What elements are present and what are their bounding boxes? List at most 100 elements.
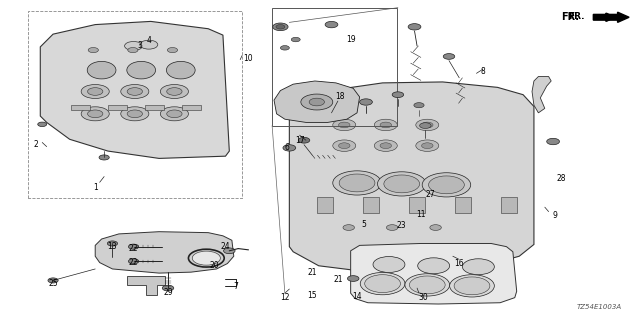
Ellipse shape [127, 61, 156, 79]
Circle shape [273, 23, 288, 31]
Text: 21: 21 [333, 275, 342, 284]
Circle shape [125, 42, 143, 50]
Circle shape [301, 94, 333, 110]
Circle shape [88, 88, 103, 95]
Circle shape [283, 145, 296, 151]
Circle shape [444, 53, 455, 59]
Circle shape [129, 259, 139, 264]
Circle shape [547, 138, 559, 145]
Text: 22: 22 [129, 244, 138, 253]
Text: 25: 25 [48, 279, 58, 288]
Text: 5: 5 [361, 220, 366, 229]
Circle shape [192, 251, 220, 265]
Circle shape [280, 46, 289, 50]
Circle shape [380, 122, 392, 128]
Text: 13: 13 [108, 242, 117, 251]
Circle shape [408, 24, 421, 30]
Polygon shape [40, 21, 229, 158]
Text: 23: 23 [397, 221, 406, 230]
Text: 15: 15 [308, 291, 317, 300]
Circle shape [384, 175, 420, 193]
Circle shape [128, 48, 138, 52]
Circle shape [387, 225, 398, 230]
Text: 21: 21 [308, 268, 317, 277]
Bar [272, 8, 397, 125]
Circle shape [81, 107, 109, 121]
Bar [501, 197, 516, 213]
Polygon shape [532, 76, 551, 113]
Circle shape [223, 248, 235, 254]
Bar [182, 105, 201, 110]
FancyArrow shape [593, 12, 629, 22]
Polygon shape [127, 276, 166, 295]
Bar [456, 197, 470, 213]
Text: 10: 10 [244, 54, 253, 63]
Text: 14: 14 [352, 292, 362, 301]
Polygon shape [274, 81, 360, 123]
Circle shape [348, 276, 359, 281]
Circle shape [276, 25, 285, 29]
Bar [145, 105, 164, 110]
Circle shape [309, 98, 324, 106]
Circle shape [339, 143, 350, 148]
Circle shape [429, 176, 465, 194]
Circle shape [88, 110, 103, 118]
Circle shape [127, 88, 143, 95]
Circle shape [333, 119, 356, 131]
Polygon shape [351, 244, 516, 304]
Circle shape [333, 171, 381, 195]
Circle shape [414, 103, 424, 108]
Circle shape [332, 94, 344, 100]
Circle shape [161, 84, 188, 99]
Circle shape [38, 122, 47, 126]
Text: 19: 19 [346, 35, 355, 44]
Bar [410, 197, 425, 213]
Text: 24: 24 [221, 242, 230, 251]
Text: 3: 3 [138, 41, 142, 51]
Circle shape [121, 107, 149, 121]
Circle shape [422, 122, 433, 128]
Circle shape [168, 48, 177, 52]
Circle shape [161, 107, 188, 121]
Text: 9: 9 [552, 211, 557, 220]
Circle shape [129, 244, 139, 249]
Circle shape [430, 225, 442, 230]
Bar [364, 197, 379, 213]
Circle shape [373, 257, 405, 272]
Circle shape [422, 143, 433, 148]
Text: TZ54E1003A: TZ54E1003A [576, 304, 621, 310]
Circle shape [463, 259, 494, 275]
Circle shape [360, 99, 372, 105]
Text: 29: 29 [163, 288, 173, 297]
Bar [71, 105, 90, 110]
Text: 16: 16 [454, 259, 464, 268]
Circle shape [392, 92, 404, 98]
Circle shape [380, 143, 392, 148]
Circle shape [140, 40, 158, 49]
Text: 30: 30 [419, 293, 428, 302]
Circle shape [167, 110, 182, 118]
Text: 2: 2 [33, 140, 38, 149]
Circle shape [298, 137, 310, 143]
Text: 11: 11 [416, 210, 426, 219]
Circle shape [454, 277, 490, 295]
Circle shape [416, 140, 439, 151]
Bar [317, 197, 333, 213]
Polygon shape [95, 232, 234, 273]
Text: 22: 22 [129, 258, 138, 267]
Circle shape [127, 110, 143, 118]
Text: 1: 1 [93, 183, 97, 192]
Text: 18: 18 [336, 92, 345, 101]
Text: 28: 28 [557, 174, 566, 183]
Circle shape [374, 119, 397, 131]
Circle shape [422, 173, 470, 197]
Text: 20: 20 [210, 261, 220, 270]
Circle shape [48, 278, 58, 283]
Text: 27: 27 [425, 190, 435, 199]
Circle shape [291, 37, 300, 42]
Text: 7: 7 [233, 282, 238, 291]
Circle shape [339, 174, 375, 192]
Circle shape [99, 155, 109, 160]
Polygon shape [289, 82, 534, 272]
Circle shape [108, 241, 118, 246]
